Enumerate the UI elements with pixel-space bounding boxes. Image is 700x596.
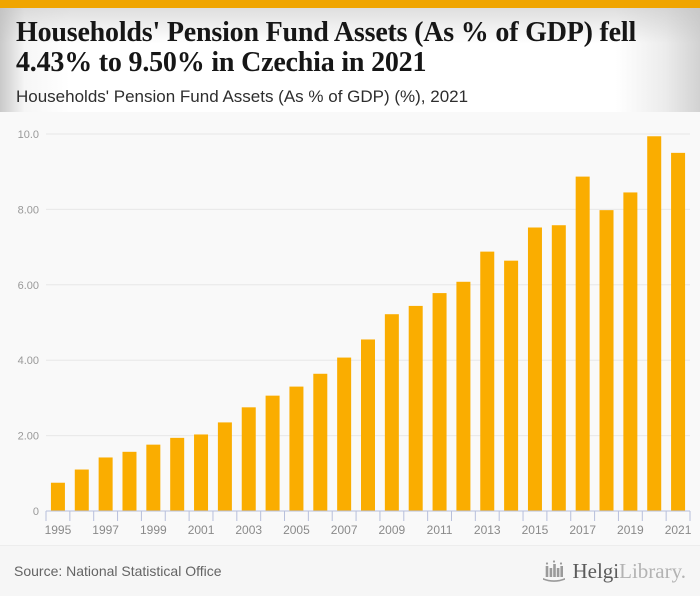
bar-1998 xyxy=(122,451,137,511)
bar-1997 xyxy=(98,457,113,511)
chart-area: 10.0 8.00 6.00 4.00 2.00 0 1995 1997 1999 2001 200… xyxy=(0,112,700,545)
x-axis-label: 2001 xyxy=(188,523,215,537)
page-title-line1: Households' Pension Fund Assets (As % of… xyxy=(16,17,637,48)
y-axis-label: 0 xyxy=(33,506,39,518)
bar-2002 xyxy=(217,422,232,511)
page-title-line2: 4.43% to 9.50% in Czechia in 2021 xyxy=(16,47,427,78)
x-axis-label: 2015 xyxy=(522,523,549,537)
x-axis-label: 1997 xyxy=(92,523,119,537)
bar-2016 xyxy=(551,225,566,511)
bar-2010 xyxy=(408,305,423,511)
bar-2006 xyxy=(313,373,328,511)
bar-2015 xyxy=(527,227,542,511)
footer: Source: National Statistical Office Helg… xyxy=(0,545,700,596)
x-axis-label: 2011 xyxy=(427,523,453,537)
y-axis-label: 10.0 xyxy=(18,129,39,141)
bar-1999 xyxy=(146,444,161,511)
bar-2019 xyxy=(623,192,638,511)
bar-2003 xyxy=(241,407,256,511)
x-axis-label: 2003 xyxy=(235,523,262,537)
bar-2013 xyxy=(480,251,495,511)
x-axis-label: 2009 xyxy=(378,523,405,537)
bar-2012 xyxy=(456,281,471,511)
x-axis-label: 2017 xyxy=(569,523,596,537)
x-axis-label: 2005 xyxy=(283,523,310,537)
helgi-logo-text-bold: Helgi xyxy=(572,558,620,583)
helgi-logo-text-light: Library. xyxy=(619,558,686,583)
x-axis-label: 1999 xyxy=(140,523,167,537)
helgi-logo: HelgiLibrary. xyxy=(541,558,686,584)
bar-2008 xyxy=(361,339,375,511)
x-axis-label: 2021 xyxy=(665,523,692,537)
bar-1995 xyxy=(50,482,65,512)
helgi-logo-icon xyxy=(541,558,567,584)
bar-2000 xyxy=(170,437,185,511)
chart-canvas: 10.0 8.00 6.00 4.00 2.00 0 1995 1997 1999 2001 200… xyxy=(18,129,692,537)
bar-2001 xyxy=(194,434,209,511)
y-axis-label: 6.00 xyxy=(18,280,39,292)
y-axis-label: 4.00 xyxy=(18,355,39,367)
y-axis-label: 8.00 xyxy=(18,204,39,216)
source-text: Source: National Statistical Office xyxy=(14,563,222,579)
bar-2005 xyxy=(289,386,304,511)
x-axis-label: 2019 xyxy=(617,523,644,537)
bar-1996 xyxy=(74,469,89,511)
bar-2017 xyxy=(575,176,590,511)
bar-2020 xyxy=(647,136,662,511)
bar-2004 xyxy=(265,395,280,511)
y-axis-label: 2.00 xyxy=(18,431,39,443)
bar-2007 xyxy=(337,357,352,511)
bar-2011 xyxy=(432,293,447,511)
chart-subtitle: Households' Pension Fund Assets (As % of… xyxy=(16,87,469,106)
x-axis-label: 2013 xyxy=(474,523,501,537)
bar-2009 xyxy=(384,314,399,511)
accent-top-bar xyxy=(0,0,700,8)
bar-2021 xyxy=(671,152,686,511)
x-axis-label: 2007 xyxy=(331,523,358,537)
x-axis-label: 1995 xyxy=(45,523,72,537)
bar-2014 xyxy=(504,260,519,511)
chart-header: Households' Pension Fund Assets (As % of… xyxy=(0,8,700,112)
bar-2018 xyxy=(599,210,614,511)
